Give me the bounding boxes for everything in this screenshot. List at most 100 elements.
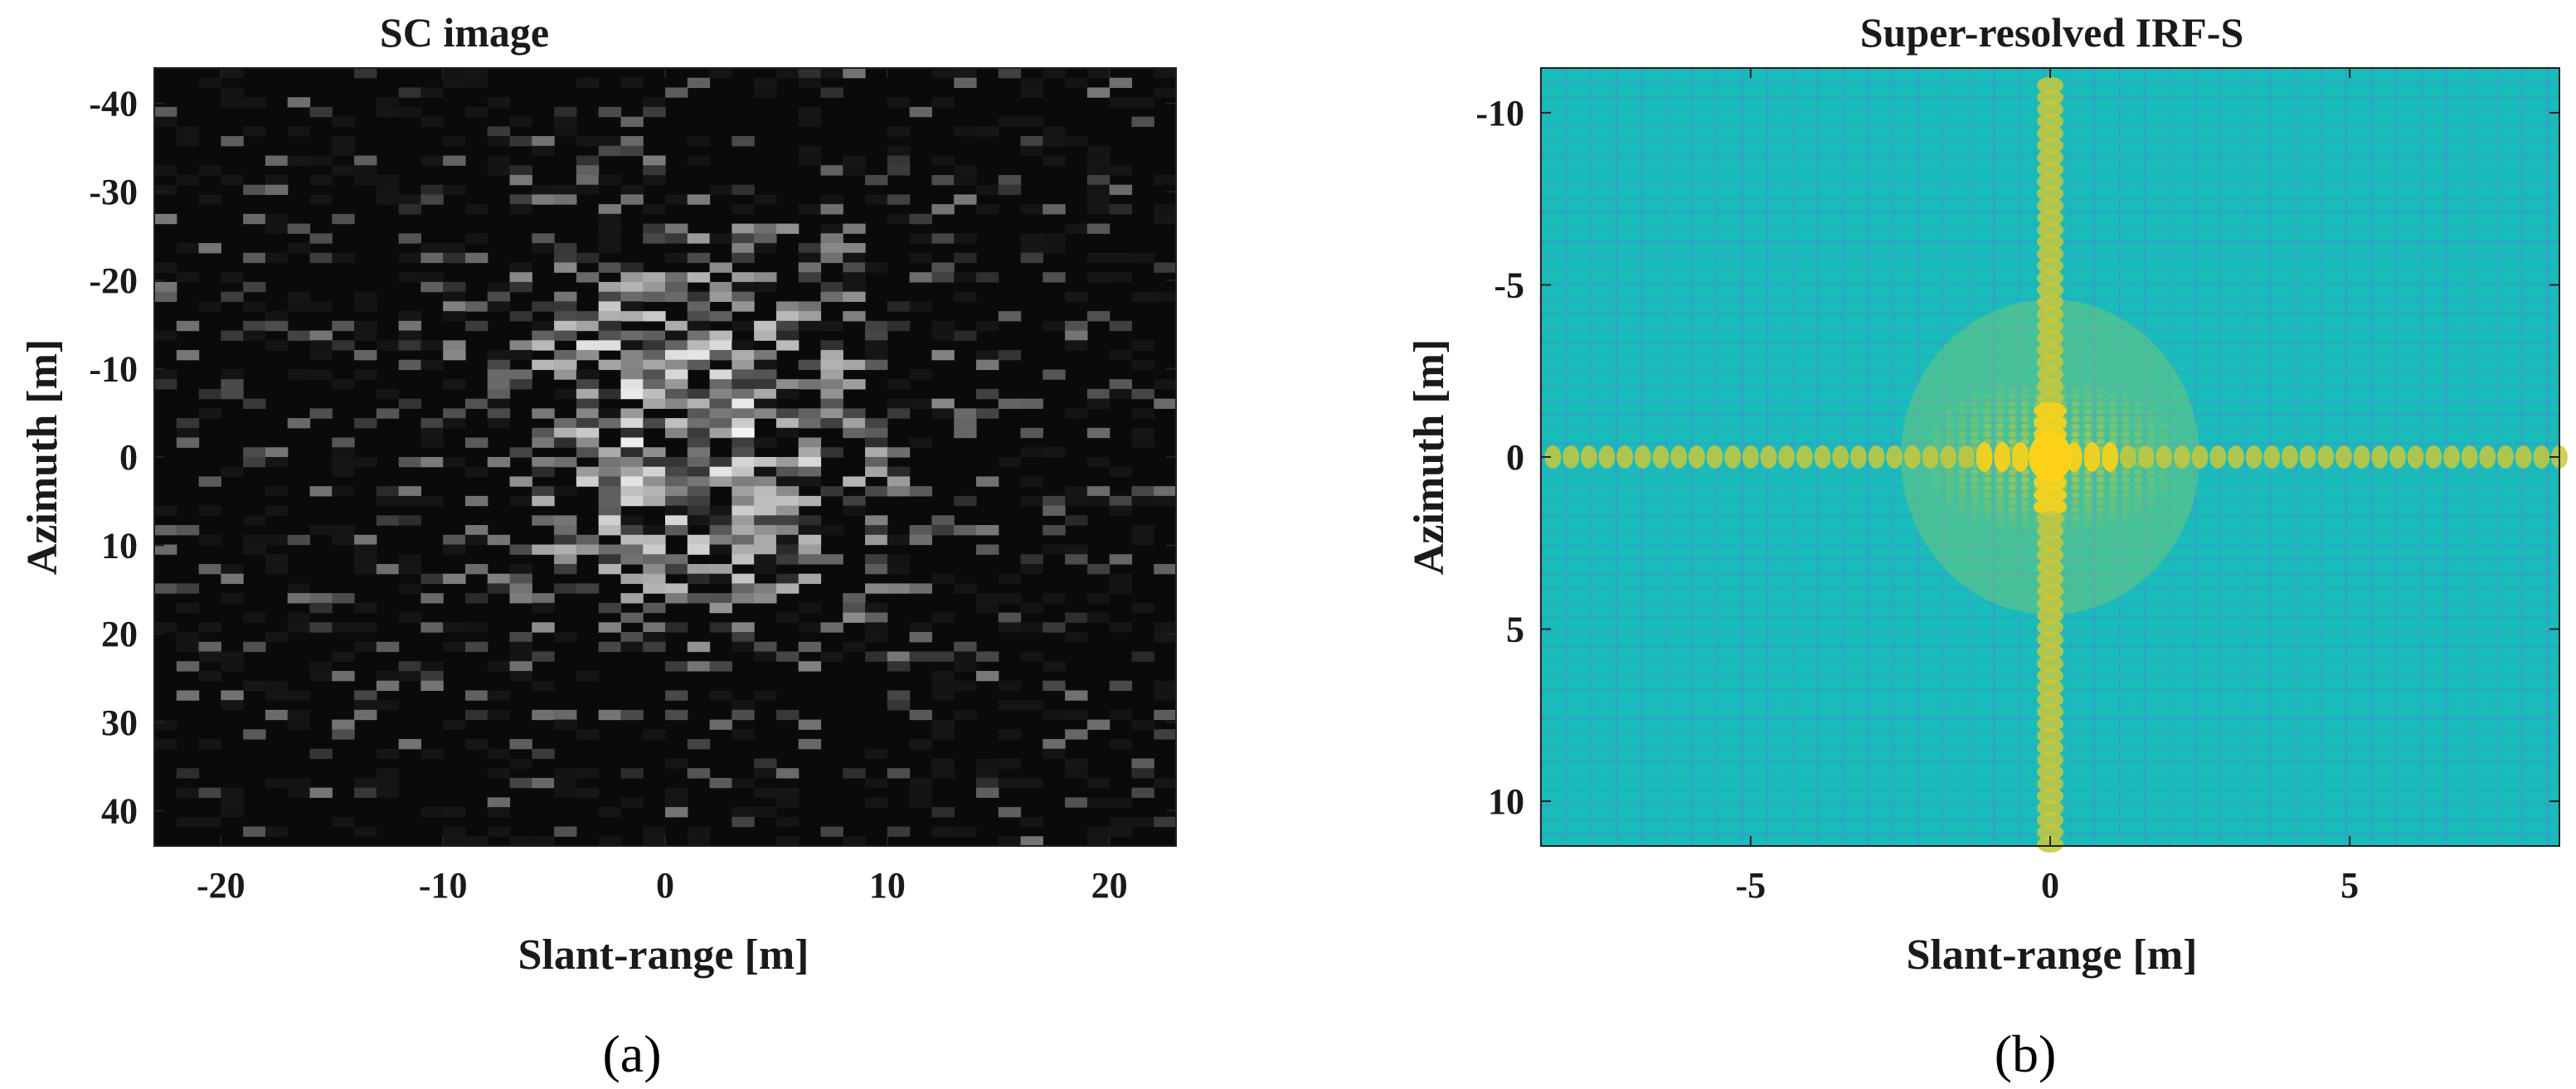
chart-b-sidelobe (1814, 445, 1831, 469)
chart-a-cell (332, 145, 355, 157)
chart-a-cell (954, 826, 977, 837)
chart-b-sidelobe-dot (2071, 476, 2080, 484)
chart-b-sidelobe (2353, 445, 2370, 469)
chart-a-cell (975, 670, 999, 682)
chart-b-sidelobe-dot (1995, 506, 2005, 513)
chart-a-cell (398, 204, 421, 215)
chart-a-cell (532, 777, 555, 789)
chart-b-sidelobe-dot (1932, 430, 1942, 438)
chart-a-y-tick-label: -20 (89, 260, 138, 301)
chart-a-cell (443, 301, 466, 312)
chart-a-cell (887, 301, 911, 312)
chart-a-cell (731, 418, 755, 429)
chart-a-cell (176, 602, 200, 614)
chart-a-cell (687, 505, 711, 516)
chart-a-cell (887, 165, 911, 176)
chart-a-cell (687, 136, 711, 147)
chart-a-cell (221, 700, 244, 711)
chart-a-cell (887, 398, 911, 409)
chart-a-cell (420, 359, 444, 371)
chart-a-cell (909, 233, 932, 244)
chart-a-cell (576, 155, 600, 166)
chart-a-cell (398, 359, 421, 371)
chart-a-cell (620, 311, 644, 322)
chart-a-cell (154, 544, 177, 555)
chart-a-cell (1086, 87, 1111, 98)
chart-a-cell (1020, 77, 1043, 89)
chart-a-cell (287, 612, 311, 623)
chart-b-sidelobe-dot (1995, 423, 2005, 430)
chart-b-sidelobe-dot (2008, 506, 2017, 513)
chart-a-cell (398, 612, 421, 623)
chart-a-cell (843, 495, 866, 507)
chart-a-cell (598, 262, 622, 273)
chart-a-cell (509, 641, 532, 653)
chart-b-sidelobe-dot (2122, 430, 2131, 438)
chart-a-cell (1154, 729, 1177, 740)
chart-a-cell (598, 563, 622, 575)
chart-a-cell (954, 77, 977, 89)
chart-a-cell (265, 320, 289, 332)
chart-a-cell (798, 311, 822, 322)
chart-a-cell (709, 262, 732, 273)
chart-a-cell (309, 330, 333, 341)
chart-b-sidelobe (2037, 270, 2063, 287)
chart-a-cell (798, 204, 822, 215)
chart-a-cell (620, 641, 644, 653)
chart-a-cell (464, 690, 488, 701)
chart-a-cell (354, 777, 377, 789)
chart-a-cell (843, 262, 866, 273)
chart-a-cell (576, 369, 600, 380)
chart-a-cell (443, 826, 466, 837)
chart-a-cell (265, 554, 289, 565)
chart-b-sidelobe-dot (2071, 522, 2080, 529)
chart-a-cell (820, 87, 843, 98)
chart-b-sidelobe-dot (1957, 438, 1966, 445)
chart-b-sidelobe-dot (2122, 476, 2131, 484)
chart-a-cell (687, 272, 711, 283)
chart-a-cell (1131, 768, 1154, 779)
chart-a-cell (665, 369, 688, 380)
chart-a-cell (687, 544, 711, 555)
chart-a-cell (487, 350, 511, 361)
chart-a-cell (709, 515, 732, 526)
chart-a-cell (532, 748, 555, 760)
chart-a-cell (154, 583, 177, 594)
chart-a-cell (798, 77, 822, 89)
chart-a-cell (420, 272, 444, 283)
chart-a-cell (643, 350, 666, 361)
chart-a-cell (598, 466, 622, 478)
chart-a-cell (620, 632, 644, 643)
chart-a-cell (909, 583, 932, 594)
chart-a-cell (354, 330, 377, 341)
chart-b-sidelobe (1957, 445, 1975, 469)
chart-a-cell (1109, 77, 1133, 89)
chart-a-cell (198, 641, 221, 653)
chart-a-cell (798, 359, 822, 371)
chart-a-cell (798, 447, 822, 458)
chart-a-cell (620, 476, 644, 487)
chart-a-cell (1109, 495, 1133, 507)
chart-a-cell (1020, 700, 1043, 711)
chart-a-cell (154, 106, 177, 118)
chart-a-cell (354, 350, 377, 361)
chart-a-cell (287, 690, 311, 701)
chart-a-cell (309, 525, 333, 536)
chart-a-cell (865, 554, 888, 565)
chart-b-sidelobe (2037, 257, 2063, 275)
chart-a-cell (398, 233, 421, 244)
chart-a-cell (221, 651, 244, 662)
chart-a-cell (576, 388, 600, 400)
chart-a-cell (687, 408, 711, 419)
chart-a-cell (820, 194, 843, 205)
chart-a-cell (954, 194, 977, 205)
chart-a-cell (265, 563, 289, 575)
chart-a-cell (843, 379, 866, 390)
chart-a-cell (420, 661, 444, 672)
chart-a-cell (198, 77, 221, 89)
chart-b-sidelobe (2317, 445, 2335, 469)
chart-b-sidelobe-dot (1995, 484, 2005, 491)
chart-a-cell (665, 320, 688, 332)
chart-a-cell (909, 777, 932, 789)
chart-a-cell (376, 777, 400, 789)
